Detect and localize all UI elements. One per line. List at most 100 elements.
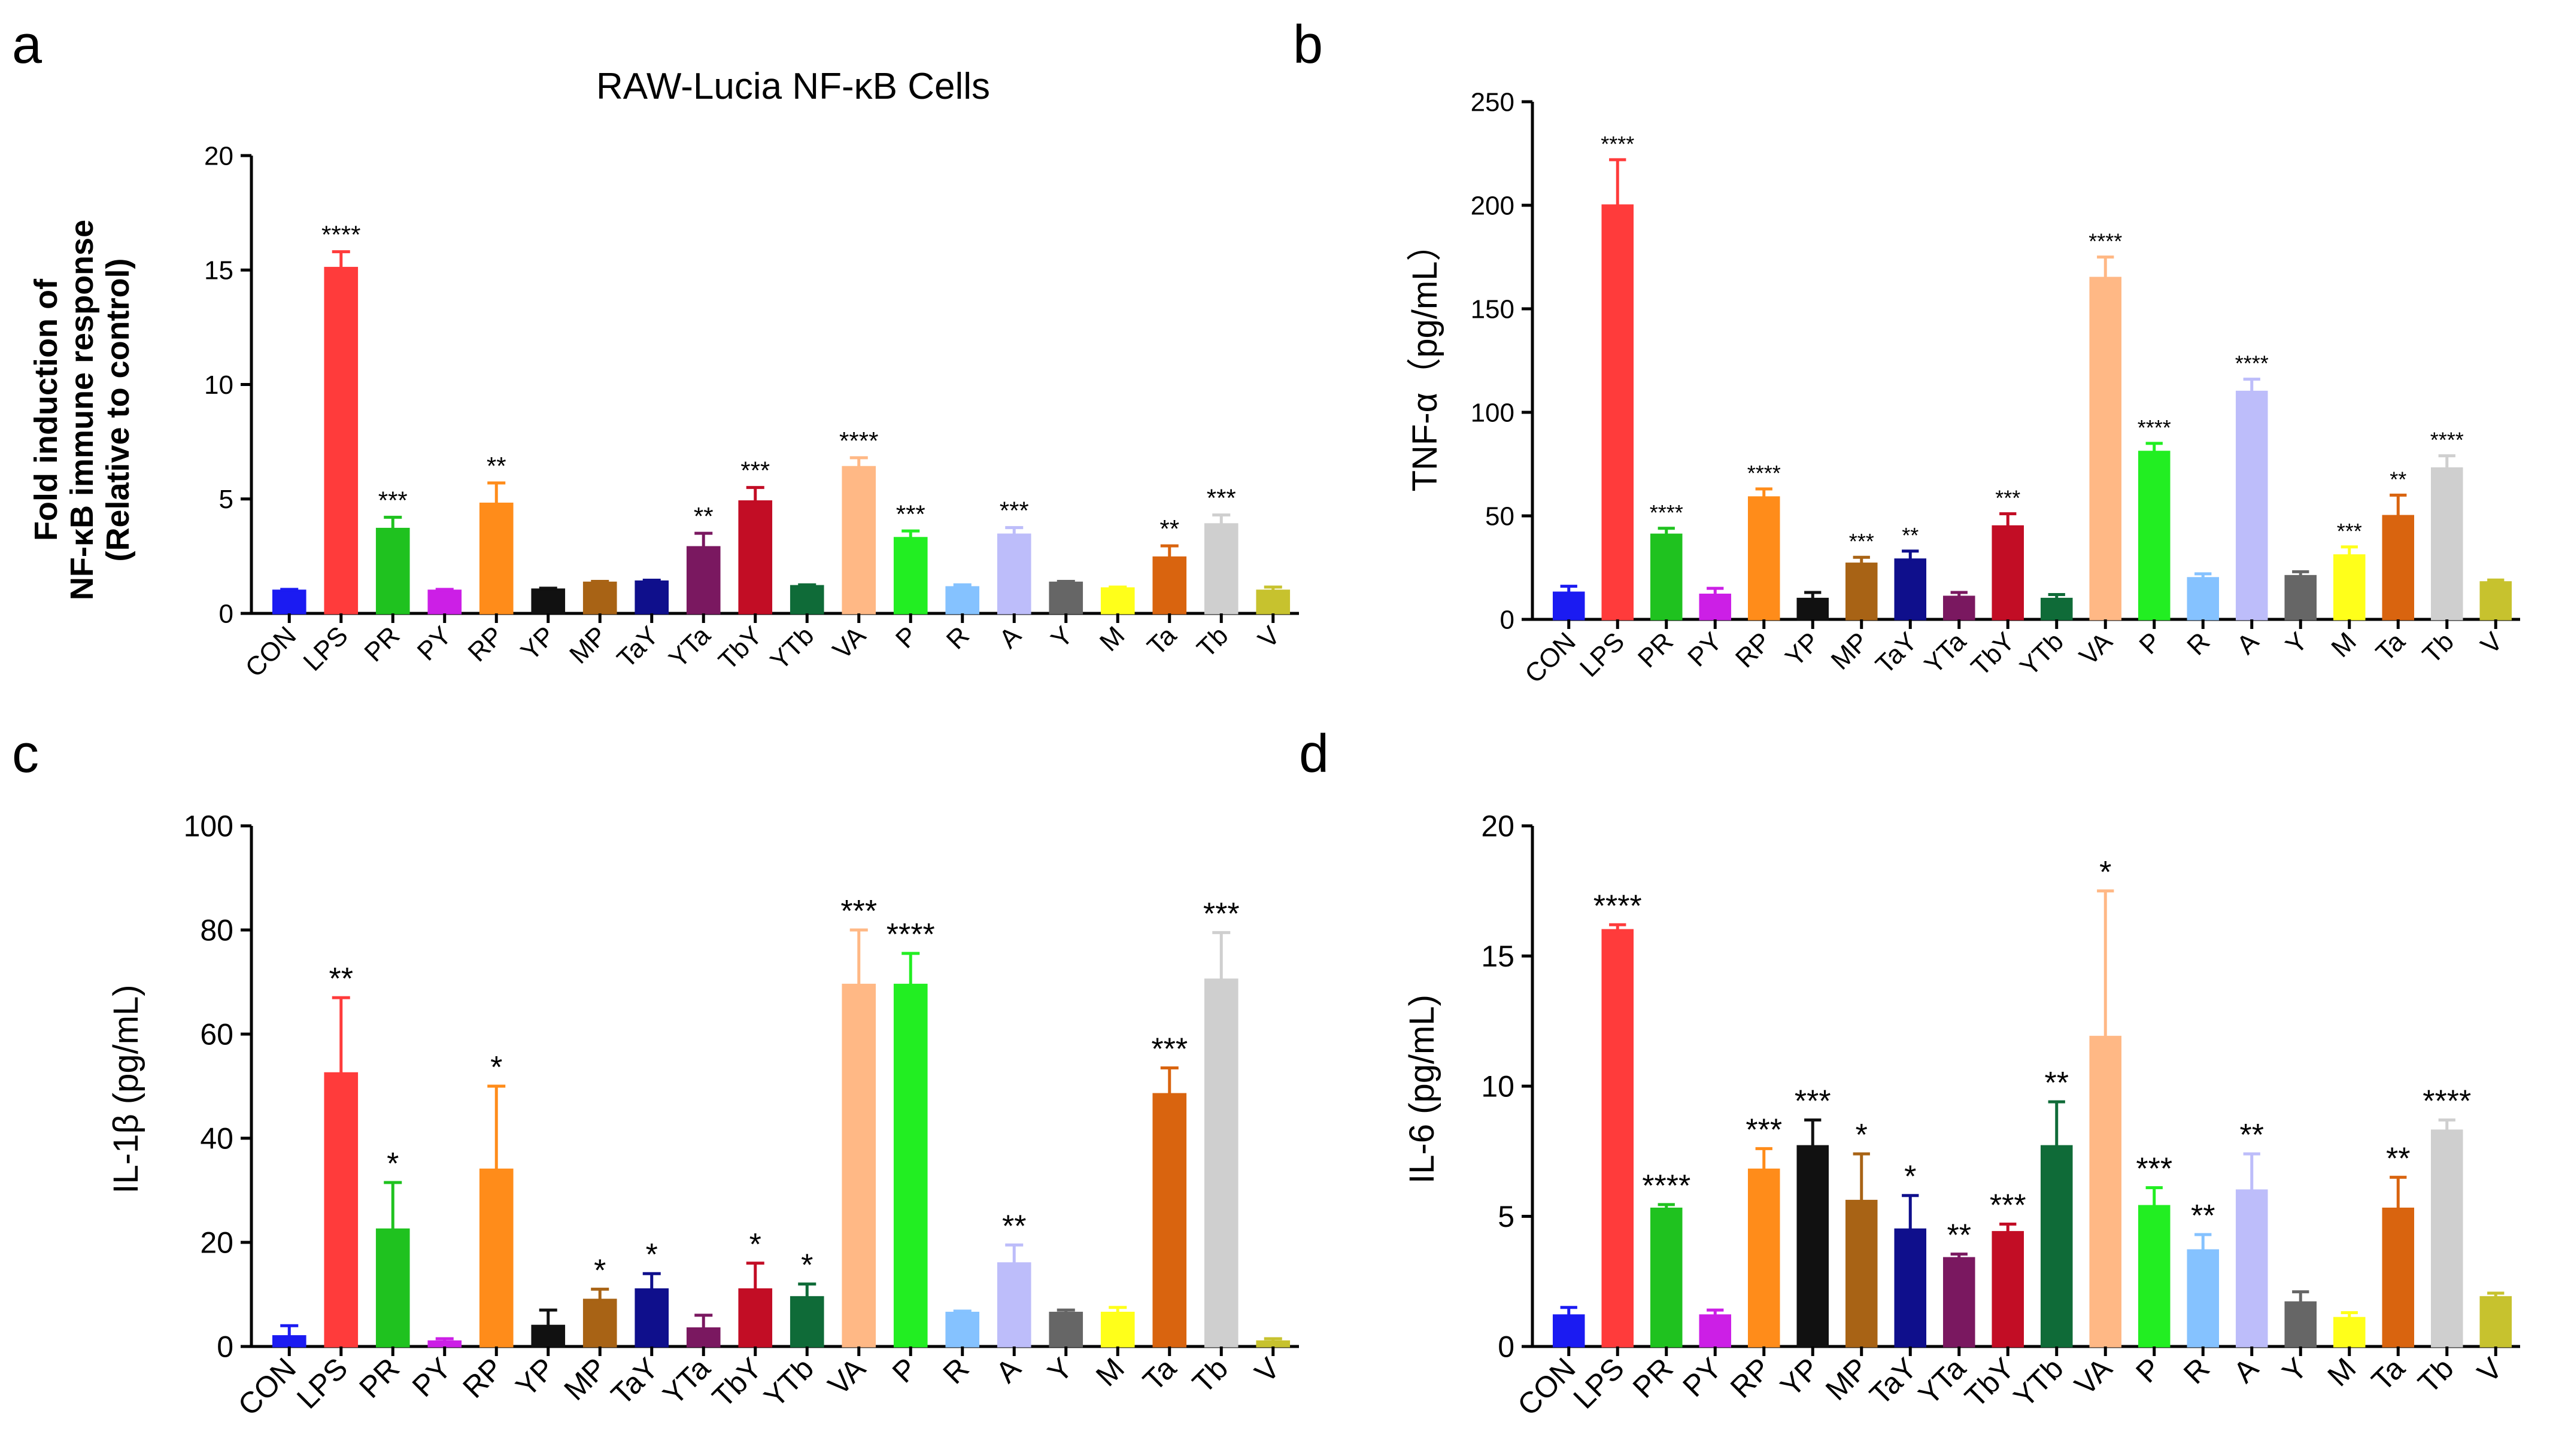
- panel-a-x-label-tby: TbY: [713, 621, 768, 676]
- panel-b-bar-lps: [1601, 204, 1634, 621]
- panel-c-x-label-pr: PR: [353, 1351, 406, 1405]
- panel-b-y-tick-label: 250: [1471, 87, 1514, 117]
- panel-b-x-label-v: V: [2475, 627, 2509, 660]
- panel-b-x-label-yp: YP: [1780, 627, 1825, 672]
- panel-c-significance-tby: *: [749, 1227, 761, 1262]
- panel-c-y-tick-label: 80: [200, 914, 233, 947]
- panel-b-x-label-va: VA: [2074, 627, 2118, 671]
- panel-b-x-label-y: Y: [2280, 627, 2313, 659]
- panel-d-significance-tby: ***: [1990, 1188, 2026, 1223]
- panel-b-x-label-m: M: [2326, 627, 2362, 663]
- panel-d-y-tick-label: 20: [1481, 810, 1514, 843]
- panel-c-bar-lps: [324, 1072, 359, 1348]
- panel-b-y-tick-label: 100: [1471, 398, 1514, 427]
- panel-b-significance-tb: ****: [2430, 428, 2464, 452]
- panel-b-x-label-pr: PR: [1632, 627, 1679, 673]
- panel-a-y-tick-label: 10: [204, 370, 233, 400]
- panel-b-x-label-con: CON: [1519, 627, 1582, 689]
- panel-a-significance-va: ****: [839, 427, 878, 455]
- panel-c-ylabel: IL-1β (pg/mL): [107, 984, 145, 1193]
- panel-a-title: RAW-Lucia NF-κB Cells: [596, 66, 990, 107]
- panel-c-bar-va: [842, 983, 876, 1348]
- panel-d-x-label-ytb: YTb: [2007, 1351, 2069, 1414]
- panel-d-x-label-yta: YTa: [1912, 1351, 1972, 1412]
- panel-a-bar-va: [842, 466, 876, 615]
- panel-d-bar-con: [1552, 1314, 1585, 1348]
- panel-d-bar-mp: [1845, 1199, 1878, 1348]
- panel-a-bar-py: [427, 589, 462, 615]
- panel-a-bar-tb: [1204, 523, 1239, 615]
- panel-b-bar-tby: [1992, 525, 2024, 621]
- panel-c-bar-con: [272, 1335, 306, 1348]
- panel-b-x-label-ytb: YTb: [2014, 627, 2069, 682]
- panel-d-y-tick-label: 15: [1481, 940, 1514, 973]
- panel-b-bar-py: [1699, 593, 1732, 621]
- panel-c-bar-ta: [1152, 1093, 1187, 1348]
- panel-d-significance-yta: **: [1947, 1218, 1971, 1253]
- panel-a-x-label-ytb: YTb: [765, 621, 820, 676]
- panel-d-bar-ytb: [2040, 1145, 2073, 1348]
- panel-d-y-tick-label: 5: [1498, 1200, 1514, 1233]
- panel-b-x-label-mp: MP: [1826, 627, 1874, 675]
- panel-d-x-label-tb: Tb: [2412, 1351, 2460, 1400]
- panel-c-x-label-y: Y: [1041, 1351, 1079, 1389]
- panel-d-x-label-p: P: [2129, 1351, 2167, 1389]
- panel-b-x-label-lps: LPS: [1574, 627, 1630, 682]
- panel-d-significance-lps: ****: [1593, 889, 1642, 923]
- panel-a-y-tick-label: 20: [204, 141, 233, 171]
- panel-a-chart: RAW-Lucia NF-κB Cells Fold induction of …: [28, 66, 1299, 683]
- panel-a-y-tick-label: 0: [219, 599, 233, 628]
- panel-b-bar-tb: [2430, 467, 2463, 621]
- panel-d-x-label-yp: YP: [1774, 1351, 1826, 1403]
- panel-d-bar-va: [2089, 1035, 2122, 1348]
- panel-a-bar-lps: [324, 266, 359, 615]
- panel-b-significance-ta: **: [2390, 467, 2406, 491]
- panel-d-bar-v: [2479, 1296, 2512, 1348]
- panel-d-bar-tay: [1894, 1228, 1927, 1348]
- panel-a-bar-pr: [375, 527, 410, 615]
- panel-a-bar-tby: [738, 500, 773, 615]
- panel-a-significance-pr: ***: [378, 486, 408, 514]
- panel-d-bar-rp: [1747, 1168, 1780, 1348]
- panel-b-x-label-p: P: [2133, 627, 2166, 659]
- panel-d-bar-pr: [1650, 1207, 1683, 1348]
- panel-b-bar-tay: [1894, 558, 1927, 621]
- panel-a-x-label-m: M: [1094, 621, 1131, 657]
- panel-b-x-label-ta: Ta: [2370, 627, 2411, 667]
- panel-d-x-label-lps: LPS: [1567, 1351, 1631, 1415]
- panel-d-x-label-mp: MP: [1819, 1351, 1875, 1407]
- panel-a-x-label-tay: TaY: [612, 621, 664, 673]
- panel-b-significance-m: ***: [2337, 519, 2362, 543]
- panel-a-bar-r: [945, 586, 980, 615]
- panel-b-bar-rp: [1747, 496, 1780, 621]
- panel-d-significance-tay: *: [1904, 1160, 1916, 1194]
- panel-a-significance-a: ***: [1000, 497, 1029, 525]
- panel-d-bar-yta: [1942, 1257, 1975, 1348]
- panel-c-bar-pr: [375, 1228, 410, 1348]
- panel-d-significance-tb: ****: [2423, 1084, 2471, 1119]
- panel-b-significance-mp: ***: [1849, 529, 1874, 554]
- panel-c-x-label-p: P: [886, 1351, 924, 1389]
- panel-b-bar-m: [2333, 554, 2366, 621]
- panel-b-bar-ytb: [2040, 597, 2073, 621]
- panel-c-x-label-yta: YTa: [656, 1351, 717, 1412]
- panel-b-y-tick-label: 200: [1471, 191, 1514, 220]
- panel-d-bar-ta: [2382, 1207, 2415, 1348]
- panel-b-bar-ta: [2382, 515, 2415, 621]
- panel-d-x-label-m: M: [2321, 1351, 2362, 1393]
- panel-a-bar-yp: [531, 588, 566, 615]
- panel-c-significance-tb: ***: [1203, 896, 1240, 931]
- panel-a-bar-ta: [1152, 556, 1187, 615]
- panel-c-significance-lps: **: [329, 962, 353, 996]
- panel-d-x-label-v: V: [2471, 1351, 2509, 1390]
- panel-d-significance-rp: ***: [1746, 1112, 1782, 1147]
- panel-b-bar-v: [2479, 581, 2512, 621]
- panel-a-ylabel-line1: Fold induction of: [28, 278, 64, 541]
- panel-d-significance-ta: **: [2386, 1141, 2410, 1176]
- panel-b-y-tick-label: 50: [1485, 501, 1514, 531]
- panel-b-bar-yta: [1942, 595, 1975, 621]
- panel-c-bar-rp: [479, 1168, 514, 1348]
- panel-c-x-label-a: A: [989, 1351, 1028, 1390]
